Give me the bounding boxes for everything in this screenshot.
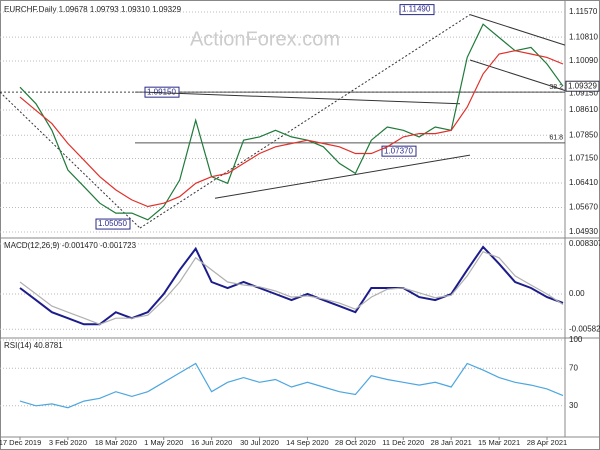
x-tick-label: 30 Jul 2020 xyxy=(240,438,279,447)
x-tick-label: 3 Feb 2020 xyxy=(49,438,87,447)
trend-line xyxy=(144,91,461,105)
last-price-label: 1.09329 xyxy=(568,81,597,90)
x-tick-label: 28 Jan 2021 xyxy=(431,438,472,447)
y-tick-label: 1.06410 xyxy=(569,178,598,187)
trend-line xyxy=(139,14,471,229)
y-tick-label: 1.05670 xyxy=(569,203,598,212)
x-tick-label: 28 Oct 2020 xyxy=(335,438,376,447)
level-label: 1.09150 xyxy=(569,88,598,97)
y-tick-label: 1.11570 xyxy=(569,7,598,16)
x-tick-label: 18 Mar 2020 xyxy=(95,438,137,447)
y-tick-label: 0.00 xyxy=(569,289,585,298)
y-tick-label: 1.08610 xyxy=(569,105,598,114)
y-tick-label: 0.008307 xyxy=(569,239,600,248)
last-price-box xyxy=(565,80,600,92)
x-tick-label: 15 Mar 2021 xyxy=(478,438,520,447)
annotation-box xyxy=(95,218,131,230)
y-tick-label: 1.10090 xyxy=(569,56,598,65)
panel-title: RSI(14) 40.8781 xyxy=(4,341,63,350)
y-tick-label: 30 xyxy=(569,401,578,410)
x-tick-label: 16 Jun 2020 xyxy=(191,438,232,447)
annotation-box xyxy=(399,4,435,16)
channel-line xyxy=(469,59,566,91)
trend-line xyxy=(214,154,471,199)
series-line xyxy=(19,50,564,208)
annotation-label: 1.07370 xyxy=(384,146,413,155)
panel-title: MACD(12,26,9) -0.001470 -0.001723 xyxy=(4,241,137,250)
series-line xyxy=(19,245,564,326)
watermark: ActionForex.com xyxy=(190,28,340,50)
panel-title: EURCHF.Daily 1.09678 1.09793 1.09310 1.0… xyxy=(4,5,182,14)
x-tick-label: 11 Dec 2020 xyxy=(382,438,424,447)
y-tick-label: 1.07850 xyxy=(569,130,598,139)
annotation-box xyxy=(381,145,417,157)
series-line xyxy=(19,362,564,409)
y-tick-label: 1.07150 xyxy=(569,154,598,163)
annotation-label: 1.11490 xyxy=(402,5,431,14)
channel-line xyxy=(469,14,566,46)
fib-label: 61.8 xyxy=(549,135,563,142)
y-tick-label: 1.10810 xyxy=(569,32,598,41)
annotation-label: 1.05050 xyxy=(98,219,127,228)
x-tick-label: 28 Apr 2021 xyxy=(527,438,567,447)
y-tick-label: 1.04930 xyxy=(569,227,598,236)
x-tick-label: 1 May 2020 xyxy=(144,438,183,447)
y-tick-label: 70 xyxy=(569,363,578,372)
series-line xyxy=(19,23,564,221)
trend-line xyxy=(0,91,141,229)
x-tick-label: 17 Dec 2019 xyxy=(0,438,41,447)
x-tick-label: 14 Sep 2020 xyxy=(286,438,329,447)
series-line xyxy=(19,250,564,325)
y-tick-label: -0.005828 xyxy=(569,324,600,333)
annotation-label: 1.09150 xyxy=(147,87,176,96)
y-tick-label: 100 xyxy=(569,335,583,344)
